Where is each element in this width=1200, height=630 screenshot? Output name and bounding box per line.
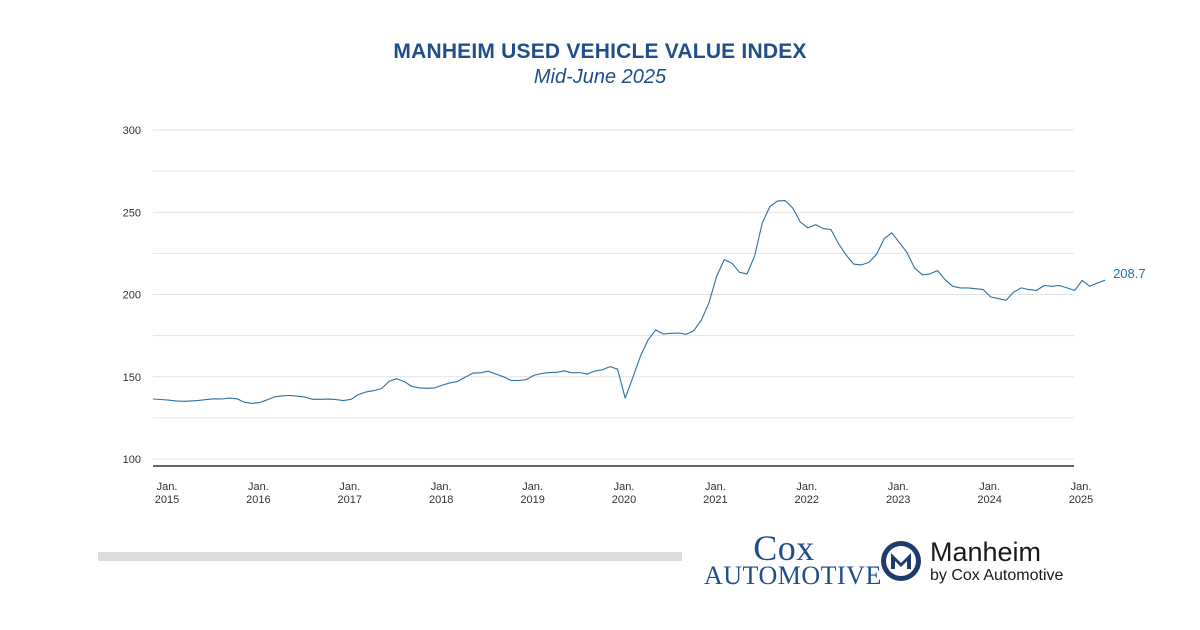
x-tick-label-month: Jan.: [339, 481, 360, 493]
x-tick-label-year: 2015: [155, 494, 179, 506]
x-tick-label-month: Jan.: [431, 481, 452, 493]
x-tick-label-month: Jan.: [979, 481, 1000, 493]
x-tick-label-year: 2022: [795, 494, 819, 506]
x-tick-label-month: Jan.: [888, 481, 909, 493]
x-tick-label-year: 2016: [246, 494, 270, 506]
x-tick-label-month: Jan.: [248, 481, 269, 493]
manheim-logo: Manheim by Cox Automotive: [930, 537, 1063, 585]
y-tick-label: 100: [123, 454, 141, 466]
x-tick-label-month: Jan.: [796, 481, 817, 493]
x-tick-label-year: 2017: [338, 494, 362, 506]
manheim-logo-name: Manheim: [930, 537, 1042, 567]
series-layer: [152, 200, 1106, 404]
cox-automotive-logo: Cox AUTOMOTIVE: [704, 528, 882, 590]
y-axis: 300 250 200 150 100: [123, 125, 141, 466]
manheim-logo-sub: by Cox Automotive: [930, 567, 1064, 584]
x-tick-label-month: Jan.: [1071, 481, 1092, 493]
x-tick-label-year: 2025: [1069, 494, 1093, 506]
x-tick-label-year: 2019: [520, 494, 544, 506]
x-tick-label-month: Jan.: [705, 481, 726, 493]
chart-subtitle: Mid-June 2025: [533, 66, 667, 88]
gridlines: [153, 129, 1074, 460]
x-tick-label-year: 2024: [977, 494, 1001, 506]
chart-title: MANHEIM USED VEHICLE VALUE INDEX: [393, 40, 807, 63]
cox-logo-top: Cox: [753, 528, 815, 568]
y-tick-label: 300: [123, 125, 141, 137]
cox-logo-bottom: AUTOMOTIVE: [704, 561, 882, 590]
data-labels: 208.7: [1113, 266, 1146, 281]
x-axis: Jan.2015Jan.2016Jan.2017Jan.2018Jan.2019…: [153, 465, 1093, 506]
x-tick-label-month: Jan.: [614, 481, 635, 493]
y-tick-label: 250: [123, 207, 141, 219]
x-tick-label-year: 2021: [703, 494, 727, 506]
x-tick-label-year: 2023: [886, 494, 910, 506]
y-tick-label: 200: [123, 290, 141, 302]
series-line: [152, 200, 1106, 404]
x-tick-label-year: 2018: [429, 494, 453, 506]
x-tick-label-year: 2020: [612, 494, 636, 506]
decorative-bar: [98, 552, 682, 561]
x-tick-label-month: Jan.: [522, 481, 543, 493]
x-tick-label-month: Jan.: [157, 481, 178, 493]
manheim-m-icon: [881, 541, 921, 581]
end-value-label: 208.7: [1113, 266, 1146, 281]
y-tick-label: 150: [123, 372, 141, 384]
